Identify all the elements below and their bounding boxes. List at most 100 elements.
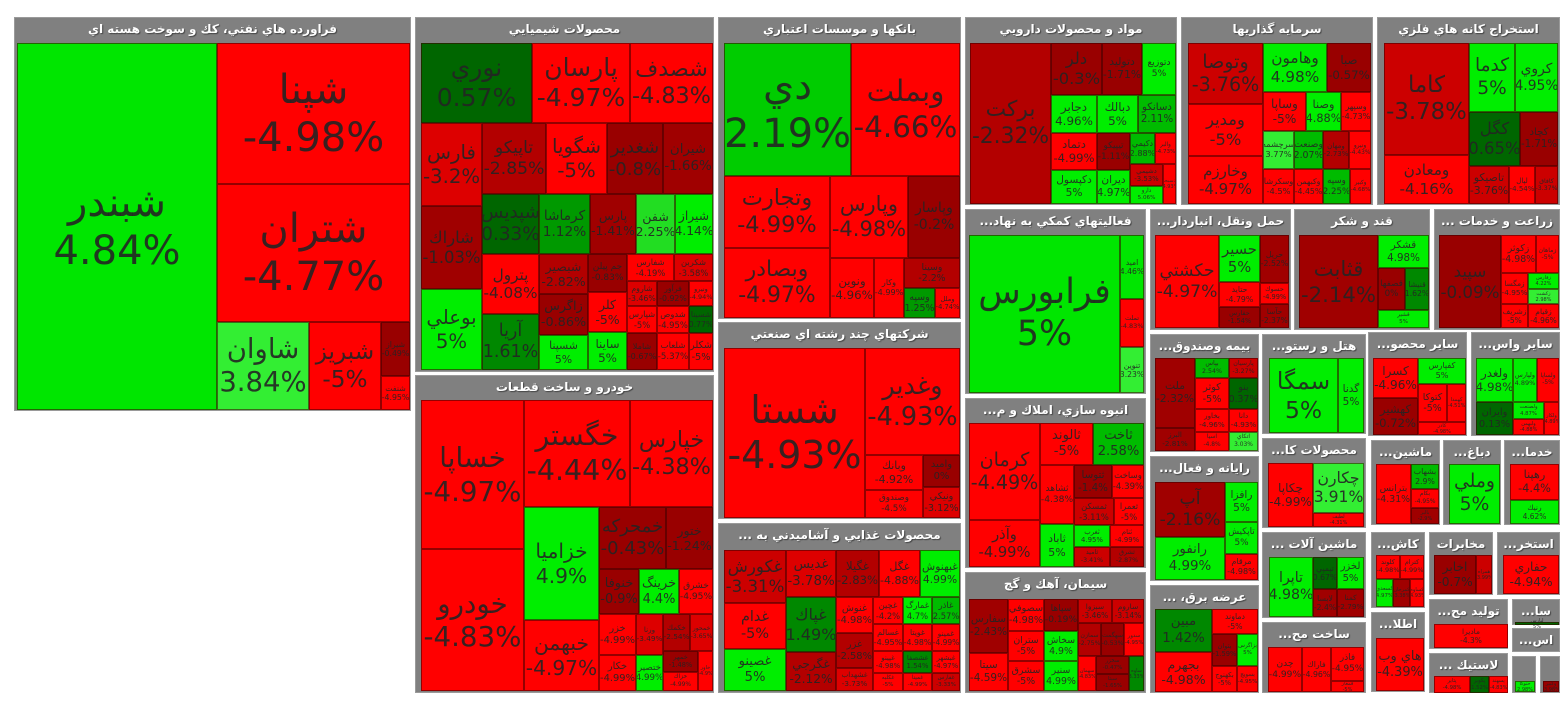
stock-tile[interactable]: لطيف -4.31% (1313, 513, 1364, 527)
stock-tile[interactable]: وملل -4.74% (935, 288, 960, 318)
stock-tile[interactable]: سشرق -5% (1008, 661, 1044, 691)
stock-tile[interactable]: شفن 2.25% (636, 194, 675, 254)
stock-tile[interactable]: ملت -2.32% (1155, 358, 1195, 428)
stock-tile[interactable]: غگيلا -2.83% (836, 550, 879, 597)
stock-tile[interactable]: تيپيكو -1.11% (1097, 133, 1130, 170)
stock-tile[interactable]: حفاري -4.94% (1503, 555, 1559, 594)
stock-tile[interactable]: كسرا -4.96% (1373, 358, 1418, 398)
stock-tile[interactable]: ثاباد 5% (1040, 524, 1074, 567)
stock-tile[interactable]: سنير 4.99% (1044, 661, 1078, 691)
stock-tile[interactable]: ثشاهد -4.38% (1040, 465, 1074, 524)
stock-tile[interactable]: كاذر -4.98% (1418, 422, 1466, 435)
sector-title[interactable]: سرمايه گذاريها (1232, 22, 1322, 36)
stock-tile[interactable]: شستا -4.93% (724, 348, 865, 518)
stock-tile[interactable]: سبتا -1.65% (1096, 674, 1129, 691)
sector-title[interactable]: بانكها و موسسات اعتباري (763, 22, 916, 36)
stock-tile[interactable]: غمارگ 4.7% (903, 597, 932, 624)
stock-tile[interactable]: ولغدر 4.98% (1476, 358, 1513, 402)
stock-tile[interactable]: خمحركه -0.43% (599, 507, 666, 569)
stock-tile[interactable]: بنو 0.37% (1229, 378, 1258, 409)
stock-tile[interactable]: غپينو -4.98% (873, 651, 903, 673)
stock-tile[interactable]: كساوه-4.93% (1410, 579, 1424, 607)
sector-title[interactable]: ساخت مح... (1278, 627, 1350, 641)
stock-tile[interactable]: سيتا -4.59% (969, 653, 1008, 691)
stock-tile[interactable]: گدنا 5% (1338, 358, 1364, 433)
sector-title[interactable]: فراورده هاي نفتي، كك و سوخت هسته اي (88, 22, 337, 36)
sector-title[interactable]: حمل ونقل، انباردار... (1156, 214, 1285, 228)
stock-tile[interactable]: غمينو -4.99% (932, 624, 960, 651)
stock-tile[interactable]: غزر -2.58% (836, 633, 873, 668)
stock-tile[interactable]: غصينو 5% (724, 649, 786, 691)
stock-tile[interactable]: شاوان 3.84% (217, 322, 309, 410)
stock-tile[interactable]: ثنام -4.99% (1110, 525, 1144, 547)
stock-tile[interactable]: چدن -4.99% (1268, 647, 1302, 692)
sector-title[interactable]: انبوه سازي، املاك و م... (982, 403, 1129, 417)
stock-tile[interactable]: شغدير -0.8% (607, 123, 663, 194)
stock-tile[interactable]: زفارس 4.22% (1528, 273, 1559, 289)
stock-tile[interactable]: بشهاب 2.9% (1411, 464, 1439, 489)
stock-tile[interactable]: وكبير -3.98% (1543, 681, 1559, 692)
stock-tile[interactable]: حتوكا 2.98% (1515, 681, 1535, 692)
stock-tile[interactable]: خبهمن -4.97% (524, 620, 599, 691)
stock-tile[interactable]: پترول -4.08% (482, 254, 539, 314)
stock-tile[interactable]: دكيمي 2.88% (1130, 133, 1155, 164)
stock-tile[interactable]: فرآور -0.92% (657, 281, 689, 306)
stock-tile[interactable]: تنوين 3.23% (1120, 347, 1144, 393)
stock-tile[interactable]: ديران 4.97% (1097, 170, 1130, 204)
stock-tile[interactable]: ثعمرا -5% (1114, 498, 1144, 525)
sector-title[interactable]: محصولات شيميايي (508, 22, 621, 36)
stock-tile[interactable]: خرينگ 4.4% (639, 569, 679, 614)
stock-tile[interactable]: كدما 5% (1469, 43, 1515, 112)
stock-tile[interactable]: وكبهمن -4.45% (1294, 169, 1323, 204)
stock-tile[interactable]: وخارزم -4.97% (1188, 156, 1263, 204)
sector-title[interactable]: سا... (1521, 604, 1551, 618)
stock-tile[interactable]: آريا 1.61% (482, 314, 539, 370)
stock-tile[interactable]: البرز -2.81% (1155, 428, 1195, 451)
stock-tile[interactable]: پارسيان -3.27% (1229, 358, 1258, 378)
stock-tile[interactable]: سرچشمه 3.77% (1263, 131, 1294, 169)
sector-title[interactable]: قند و شكر (1331, 214, 1393, 228)
stock-tile[interactable]: سمازن -2.75% (1078, 623, 1101, 656)
stock-tile[interactable]: بخاور -4.96% (1195, 409, 1229, 432)
stock-tile[interactable]: غپاك 1.49% (786, 597, 836, 652)
stock-tile[interactable]: ختصير 4.99% (636, 655, 663, 691)
stock-tile[interactable]: شاروم -3.46% (627, 281, 657, 306)
stock-tile[interactable]: خشرق -4.95% (679, 569, 713, 614)
stock-tile[interactable]: تاصيكو -3.76% (1469, 166, 1509, 204)
stock-tile[interactable]: خكار -4.99% (599, 655, 636, 691)
stock-tile[interactable]: زكوثر -4.98% (1501, 235, 1536, 273)
stock-tile[interactable]: كافاق -3.37% (1535, 166, 1558, 204)
stock-tile[interactable]: شصدف -4.83% (630, 43, 713, 123)
sector-title[interactable]: محصولات غذايي و آشاميدني به ... (738, 528, 941, 542)
stock-tile[interactable]: ساينا 5% (588, 332, 627, 370)
stock-tile[interactable]: قشكر 4.98% (1378, 235, 1429, 268)
stock-tile[interactable]: شپارس -5% (627, 306, 657, 333)
stock-tile[interactable]: سفارس -2.43% (969, 599, 1008, 653)
stock-tile[interactable]: صبا -0.57% (1327, 43, 1371, 92)
stock-tile[interactable]: دتوليد -1.71% (1102, 43, 1142, 95)
stock-tile[interactable]: وساخت -4.39% (1112, 465, 1144, 498)
stock-tile[interactable]: شكلر -5% (689, 333, 713, 370)
stock-tile[interactable]: زاگرس -0.86% (539, 294, 588, 335)
stock-tile[interactable]: خودرو -4.83% (421, 549, 524, 691)
stock-tile[interactable]: غديس -3.78% (786, 550, 836, 597)
stock-tile[interactable]: پسهند -4.83% (1489, 676, 1508, 693)
stock-tile[interactable]: سهمان -4.83% (1078, 656, 1096, 691)
stock-tile[interactable]: خپارس -4.38% (630, 400, 713, 507)
stock-tile[interactable]: غشهداب -3.73% (836, 668, 873, 691)
stock-tile[interactable]: شپنا -4.98% (217, 43, 410, 184)
stock-tile[interactable]: قثابت -2.14% (1299, 235, 1378, 328)
stock-tile[interactable]: اخابر -0.7% (1434, 555, 1476, 594)
stock-tile[interactable]: غچين -4.2% (873, 597, 903, 624)
stock-tile[interactable]: وسپه 2.25% (1323, 169, 1350, 204)
stock-tile[interactable]: مبين 1.42% (1155, 609, 1212, 652)
stock-tile[interactable]: سخزر -0.47% (1096, 656, 1129, 674)
stock-tile[interactable]: وبملت -4.66% (851, 43, 960, 176)
stock-tile[interactable]: دجابر 4.96% (1051, 95, 1097, 133)
stock-tile[interactable]: دي 2.19% (724, 43, 851, 176)
stock-tile[interactable]: آپ -2.16% (1155, 482, 1225, 537)
stock-tile[interactable]: سخاش 4.9% (1044, 631, 1078, 661)
stock-tile[interactable]: فمغار -5% (1331, 681, 1364, 692)
stock-tile[interactable]: همراه -3.99% (1476, 555, 1492, 594)
stock-tile[interactable]: لپارس 5% (1515, 618, 1559, 630)
